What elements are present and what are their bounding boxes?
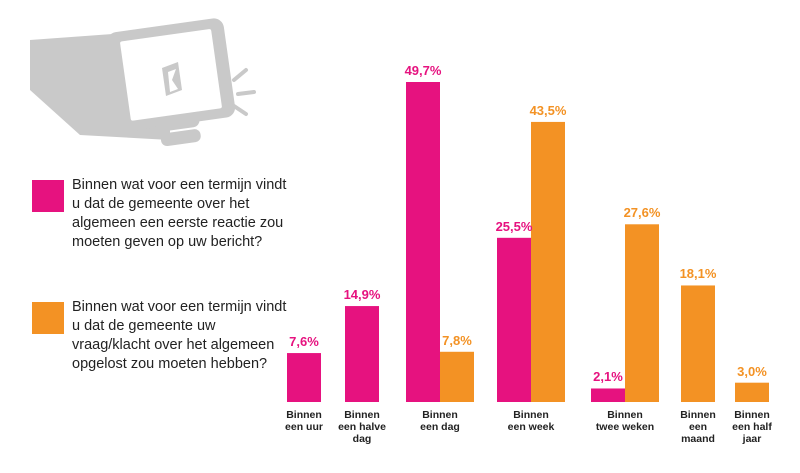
category-label-line: Binnen	[513, 409, 549, 421]
category-label-line: twee weken	[595, 421, 655, 433]
bar-series2-cat7	[735, 382, 769, 402]
bar-series1-cat3	[406, 82, 440, 402]
data-label: 3,0%	[737, 363, 767, 379]
bar-series2-cat3	[440, 351, 474, 402]
category-label-line: jaar	[742, 433, 762, 445]
data-label: 7,6%	[289, 334, 319, 350]
legend-swatch-pink	[32, 180, 64, 212]
category-label: Binnen een dag	[400, 409, 480, 433]
category-label-line: een half	[732, 421, 772, 433]
category-label-line: een halve	[338, 421, 386, 433]
category-label: Binnen twee weken	[585, 409, 665, 433]
category-label-line: Binnen	[607, 409, 643, 421]
data-label: 7,8%	[442, 332, 472, 348]
category-label-line: Binnen	[344, 409, 380, 421]
category-label: Binnen een halve dag	[322, 409, 402, 445]
category-label-line: dag	[352, 433, 372, 445]
bar-series2-cat5	[625, 224, 659, 402]
bar-series2-cat6	[681, 285, 715, 402]
bar-series1-cat5	[591, 388, 625, 402]
legend-swatch-orange	[32, 302, 64, 334]
data-label: 49,7%	[404, 63, 442, 78]
category-label-line: Binnen	[286, 409, 322, 421]
smartphone-hand-icon	[30, 18, 256, 147]
legend-item-opgelost: Binnen wat voor een termijn vindt u dat …	[32, 298, 292, 418]
bar-series1-cat1	[287, 353, 321, 402]
category-label-line: een week	[507, 421, 555, 433]
category-label-line: een	[688, 421, 708, 433]
data-label: 43,5%	[529, 102, 567, 118]
data-label: 25,5%	[495, 218, 533, 234]
data-label: 27,6%	[623, 205, 661, 221]
category-label-line: een uur	[285, 421, 323, 433]
category-label: Binnen een half jaar	[712, 409, 792, 445]
data-label: 2,1%	[593, 369, 623, 385]
category-label-line: Binnen	[422, 409, 458, 421]
category-label-line: maand	[681, 433, 715, 445]
bar-series1-cat4	[497, 237, 531, 402]
category-label-line: Binnen	[734, 409, 770, 421]
legend-item-reactie: Binnen wat voor een termijn vindt u dat …	[32, 176, 292, 276]
legend-label: Binnen wat voor een termijn vindt u dat …	[72, 299, 287, 372]
data-label: 18,1%	[679, 266, 717, 282]
legend-label: Binnen wat voor een termijn vindt u dat …	[72, 177, 287, 250]
data-label: 14,9%	[343, 287, 381, 303]
category-label-line: een dag	[420, 421, 460, 433]
category-label: Binnen een week	[491, 409, 571, 433]
bar-series1-cat2	[345, 306, 379, 402]
category-label: Binnen een maand	[658, 409, 738, 445]
category-label: Binnen een uur	[264, 409, 344, 433]
category-label-line: Binnen	[680, 409, 716, 421]
bar-series2-cat4	[531, 121, 565, 402]
